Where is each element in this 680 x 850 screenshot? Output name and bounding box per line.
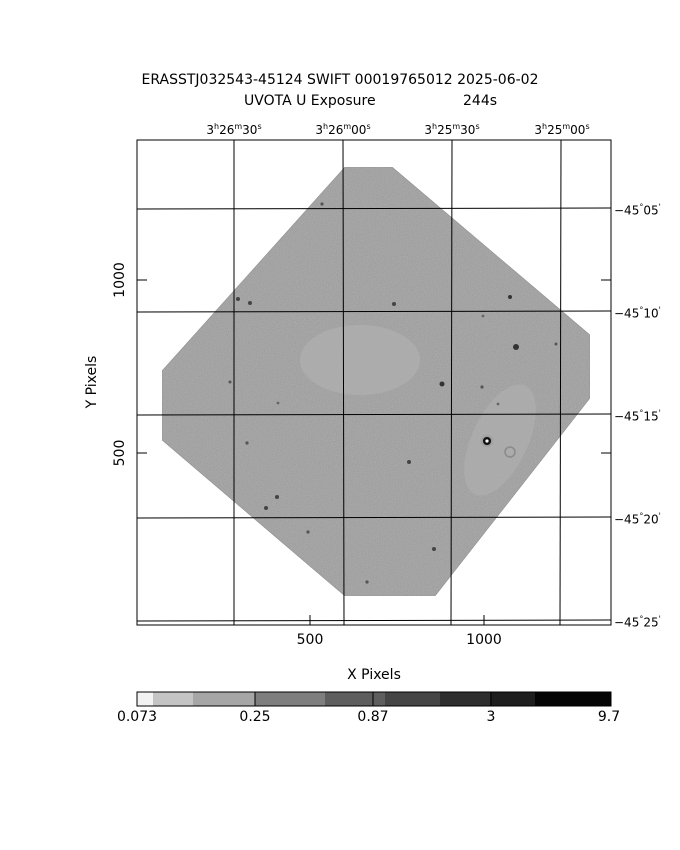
colorbar-label: 9.7 (597, 709, 621, 725)
star (228, 380, 232, 384)
dec-tick-label: −45°10' (614, 305, 661, 321)
star (236, 297, 240, 301)
dec-grid-line (136, 207, 612, 210)
x-axis-title: X Pixels (347, 667, 401, 683)
star (432, 547, 436, 551)
star (481, 314, 485, 318)
star (392, 302, 396, 306)
ra-tick-label: 3h26m30s (206, 122, 262, 137)
ra-tick-label: 3h25m00s (534, 122, 590, 137)
dec-grid-line (136, 310, 612, 313)
star (407, 460, 411, 464)
colorbar-label: 3 (486, 709, 496, 725)
y-axis-title: Y Pixels (84, 355, 100, 409)
dec-tick-label: −45°20' (614, 511, 661, 527)
diffuse-emission (464, 384, 536, 496)
star (365, 580, 369, 584)
coordinate-grid (136, 139, 612, 626)
x-tick-label: 500 (296, 632, 324, 648)
star (264, 506, 268, 510)
star (320, 202, 324, 206)
ra-grid-line (342, 139, 345, 626)
star (513, 344, 519, 350)
dec-tick-label: −45°05' (614, 202, 661, 218)
exposure-label: 244s (463, 93, 498, 109)
pixel-ticks (137, 279, 611, 625)
y-tick-label: 500 (112, 439, 128, 467)
colorbar-label: 0.87 (357, 709, 389, 725)
star (504, 446, 516, 458)
star (245, 441, 249, 445)
star (496, 402, 500, 406)
diffuse-emission (300, 325, 420, 395)
dec-tick-label: −45°15' (614, 408, 661, 424)
star (306, 530, 310, 534)
star (508, 295, 512, 299)
star (439, 381, 445, 387)
dec-grid-line (136, 516, 612, 519)
star (554, 342, 558, 346)
colorbar-label: 0.25 (239, 709, 271, 725)
star (248, 301, 252, 305)
star (276, 401, 280, 405)
ra-grid-line (450, 139, 453, 626)
star (480, 385, 484, 389)
colorbar (136, 691, 612, 707)
colorbar-label: 0.073 (116, 709, 158, 725)
star (275, 495, 279, 499)
bright-star-core (485, 439, 489, 443)
ra-tick-label: 3h26m00s (315, 122, 371, 137)
ra-tick-label: 3h25m30s (424, 122, 480, 137)
y-tick-label: 1000 (112, 262, 128, 298)
dec-grid-line (136, 619, 612, 622)
image-title: ERASSTJ032543-45124 SWIFT 00019765012 20… (141, 72, 539, 88)
ra-grid-line (559, 139, 562, 626)
x-tick-label: 1000 (466, 632, 502, 648)
plot-frame (136, 139, 612, 626)
dec-tick-label: −45°25' (614, 614, 661, 630)
dec-grid-line (136, 413, 612, 416)
instrument-label: UVOTA U Exposure (244, 93, 376, 109)
